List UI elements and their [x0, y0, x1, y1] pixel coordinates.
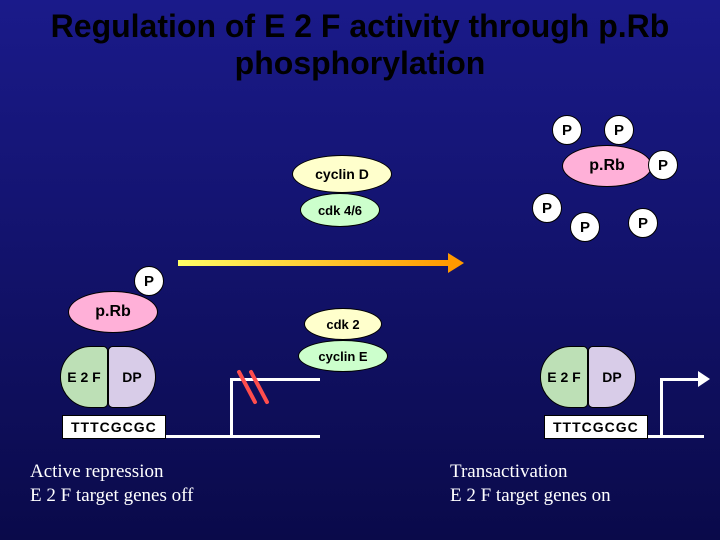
gene-line-left-v — [230, 378, 233, 438]
cyclin-d-node: cyclin D — [292, 155, 392, 193]
phosphorylation-arrow — [178, 260, 450, 266]
caption-left-line2: E 2 F target genes off — [30, 485, 193, 506]
cdk46-node: cdk 4/6 — [300, 193, 380, 227]
caption-right: Transactivation E 2 F target genes on — [450, 460, 611, 508]
caption-right-line2: E 2 F target genes on — [450, 485, 611, 506]
dp-left-node: DP — [108, 346, 156, 408]
prb-left-node: p.Rb — [68, 291, 158, 333]
dna-box-left: TTTCGCGC — [62, 415, 166, 439]
p-badge: P — [604, 115, 634, 145]
gene-line-right-v — [660, 378, 663, 438]
arrow-head-icon — [448, 253, 464, 273]
gene-line-right-h — [660, 378, 700, 381]
caption-left: Active repression E 2 F target genes off — [30, 460, 193, 508]
p-badge: P — [628, 208, 658, 238]
dna-box-right: TTTCGCGC — [544, 415, 648, 439]
e2f-left-node: E 2 F — [60, 346, 108, 408]
prb-right-node: p.Rb — [562, 145, 652, 187]
p-badge: P — [552, 115, 582, 145]
caption-right-line1: Transactivation — [450, 461, 568, 482]
diagram-canvas: cyclin D cdk 4/6 p.Rb P P P P P P p.Rb P… — [0, 0, 720, 540]
p-badge: P — [570, 212, 600, 242]
p-badge: P — [532, 193, 562, 223]
e2f-right-node: E 2 F — [540, 346, 588, 408]
transcription-arrow-icon — [698, 371, 710, 387]
cdk2-node: cdk 2 — [304, 308, 382, 340]
dp-right-node: DP — [588, 346, 636, 408]
caption-left-line1: Active repression — [30, 461, 163, 482]
p-badge: P — [134, 266, 164, 296]
cyclin-e-node: cyclin E — [298, 340, 388, 372]
p-badge: P — [648, 150, 678, 180]
